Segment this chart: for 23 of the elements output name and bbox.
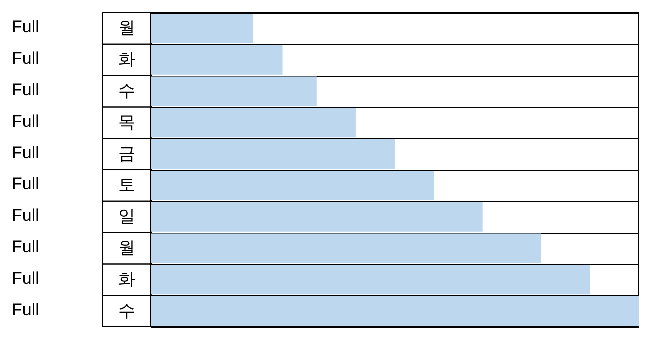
text: Full	[12, 300, 40, 320]
text: Full	[12, 49, 40, 68]
y-tick-label: 수	[118, 82, 136, 102]
y-tick-label: 화	[118, 270, 136, 290]
y-tick-label: 금	[118, 144, 136, 164]
y-tick-label: 화	[118, 50, 136, 70]
text: Full	[12, 18, 40, 37]
y-tick-label: 토	[118, 176, 136, 196]
text: Full	[12, 238, 40, 256]
text: Full	[12, 143, 40, 162]
y-tick-label: 목	[118, 112, 136, 133]
text: Full	[12, 206, 40, 226]
bar	[151, 170, 434, 200]
text: Full	[12, 112, 40, 131]
y-tick-label: 월	[118, 238, 136, 258]
y-tick-label: 일	[118, 207, 136, 228]
y-tick-label: 수	[118, 301, 136, 322]
bar	[151, 140, 395, 170]
text: Full	[12, 80, 40, 100]
text: Full	[12, 268, 40, 288]
text: Full	[12, 174, 40, 194]
bar	[151, 14, 254, 44]
y-tick-label: 월	[118, 18, 136, 39]
